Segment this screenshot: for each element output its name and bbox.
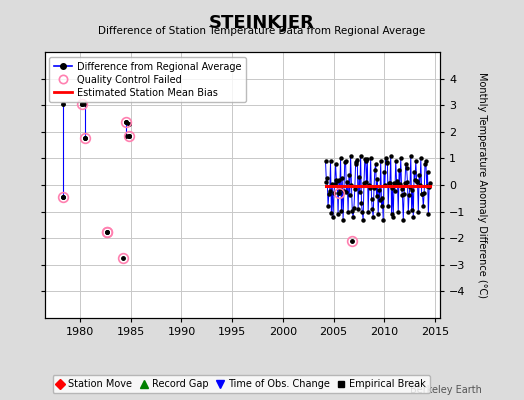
Y-axis label: Monthly Temperature Anomaly Difference (°C): Monthly Temperature Anomaly Difference (… [477, 72, 487, 298]
Text: Difference of Station Temperature Data from Regional Average: Difference of Station Temperature Data f… [99, 26, 425, 36]
Text: Berkeley Earth: Berkeley Earth [410, 385, 482, 395]
Legend: Station Move, Record Gap, Time of Obs. Change, Empirical Break: Station Move, Record Gap, Time of Obs. C… [52, 375, 430, 393]
Legend: Difference from Regional Average, Quality Control Failed, Estimated Station Mean: Difference from Regional Average, Qualit… [49, 57, 246, 102]
Text: STEINKJER: STEINKJER [209, 14, 315, 32]
